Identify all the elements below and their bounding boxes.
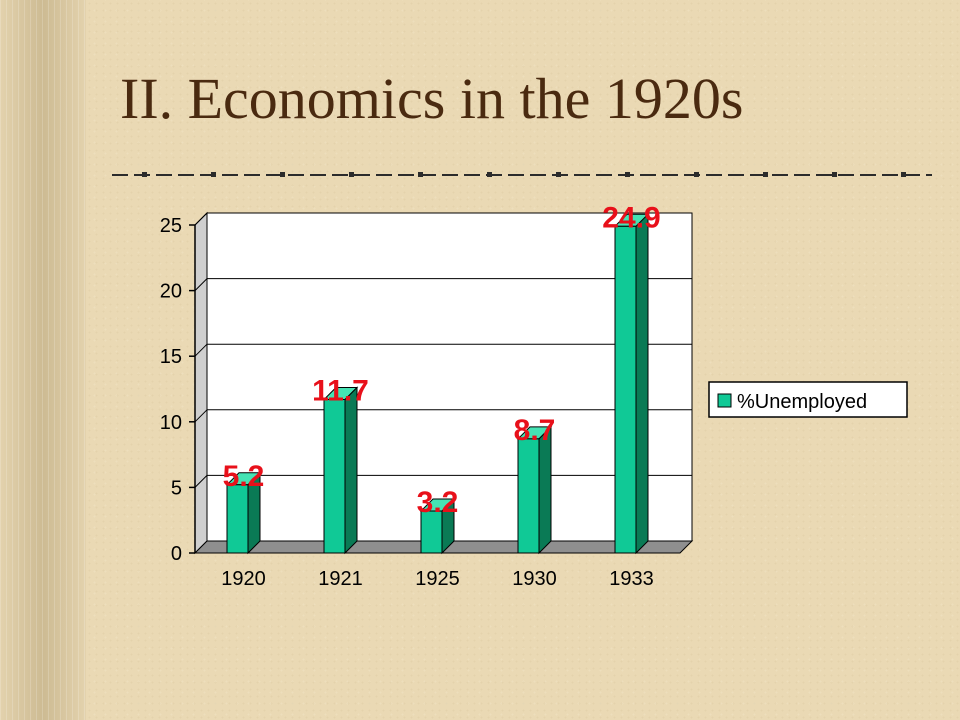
- x-tick-label: 1921: [318, 568, 363, 590]
- y-tick-label: 0: [171, 543, 182, 565]
- y-tick-label: 25: [160, 215, 182, 237]
- data-label: 8.7: [514, 414, 556, 447]
- data-label: 5.2: [223, 460, 265, 493]
- gridline: [194, 278, 208, 291]
- bar-front: [226, 484, 249, 554]
- bar-side: [635, 213, 649, 555]
- gridline: [194, 409, 208, 423]
- x-tick-label: 1925: [415, 568, 460, 590]
- bar: [516, 425, 553, 555]
- bar: [419, 497, 456, 555]
- y-tick-label: 15: [160, 346, 182, 368]
- data-label: 11.7: [312, 374, 369, 407]
- bar-front: [420, 510, 443, 554]
- bar-front: [614, 225, 637, 554]
- gridline: [194, 212, 208, 226]
- data-label: 3.2: [417, 486, 459, 519]
- legend-box: [708, 381, 908, 418]
- bar: [322, 386, 359, 555]
- slide-title: II. Economics in the 1920s: [120, 66, 744, 131]
- y-tick-label: 20: [160, 281, 182, 303]
- decorative-side-stripe: [0, 0, 86, 720]
- legend-label: %Unemployed: [737, 391, 867, 413]
- bar: [225, 471, 262, 555]
- x-tick-label: 1933: [609, 568, 654, 590]
- legend-swatch: [717, 393, 732, 408]
- gridline: [194, 475, 208, 488]
- bar: [613, 213, 650, 555]
- bar-front: [323, 398, 346, 554]
- x-tick-label: 1930: [512, 568, 557, 590]
- y-tick-label: 10: [160, 412, 182, 434]
- x-tick-label: 1920: [221, 568, 266, 590]
- bar-front: [517, 438, 540, 554]
- data-label: 24.9: [602, 201, 660, 234]
- legend: %Unemployed: [708, 381, 908, 418]
- title-divider: [112, 172, 932, 177]
- y-tick-label: 5: [171, 477, 182, 499]
- bar-side: [344, 386, 358, 555]
- gridline: [194, 343, 208, 357]
- chart-side-wall: [194, 211, 208, 555]
